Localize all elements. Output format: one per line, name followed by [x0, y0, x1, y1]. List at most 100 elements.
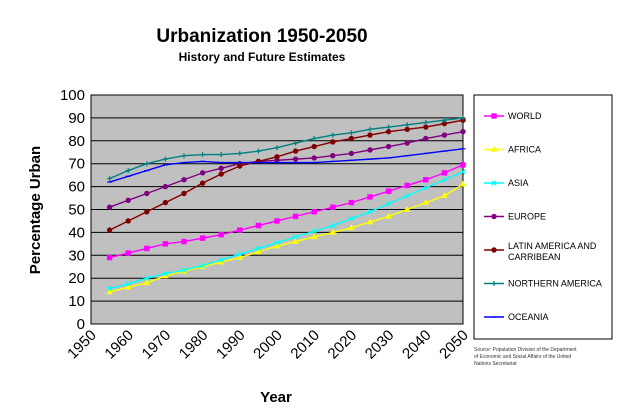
legend: WORLD AFRICA ASIA EUROPE LATIN AMERICA AND CA… — [484, 111, 602, 322]
series-line — [109, 130, 464, 208]
data-point — [366, 218, 374, 225]
data-point — [292, 156, 299, 162]
data-point — [181, 190, 187, 197]
data-point — [125, 168, 131, 174]
data-point — [311, 155, 317, 161]
series-line — [109, 148, 464, 183]
x-tick-label: 1960 — [101, 327, 137, 363]
data-point — [311, 209, 317, 215]
data-point — [125, 218, 131, 224]
data-point — [144, 209, 150, 215]
data-point — [441, 177, 448, 183]
data-point — [423, 119, 429, 125]
y-tick-label: 40 — [68, 224, 85, 241]
data-point — [491, 213, 497, 220]
data-point — [311, 228, 317, 234]
y-tick-label: 70 — [68, 156, 85, 173]
data-point — [237, 163, 243, 169]
data-point — [367, 147, 373, 153]
data-point — [125, 281, 131, 287]
x-tick-label: 1950 — [64, 327, 100, 363]
data-point — [106, 204, 113, 210]
x-axis-label: Year — [260, 389, 292, 406]
x-tick-label: 1970 — [139, 327, 175, 363]
x-tick-label: 2020 — [325, 327, 361, 363]
y-tick-label: 90 — [68, 110, 85, 127]
data-point — [330, 132, 336, 138]
x-tick-labels: 1950 1960 1970 1980 1990 2000 2010 2020 2030 2040… — [64, 327, 472, 363]
gridlines — [91, 117, 463, 302]
data-point — [491, 113, 497, 119]
legend-label: EUROPE — [508, 212, 546, 222]
data-point — [274, 218, 280, 224]
y-tick-label: 20 — [68, 270, 85, 287]
data-point — [441, 117, 447, 123]
series-world — [106, 162, 466, 261]
data-point — [367, 194, 373, 200]
data-point — [423, 177, 429, 183]
data-point — [124, 283, 132, 290]
source-note: Source: Population Division of the Depar… — [474, 347, 577, 367]
data-point — [459, 180, 467, 187]
data-point — [423, 135, 429, 142]
y-tick-label: 80 — [68, 133, 85, 150]
data-point — [199, 170, 206, 176]
data-point — [460, 115, 466, 121]
data-point — [367, 209, 373, 215]
data-point — [310, 233, 318, 240]
series-line — [109, 171, 464, 290]
data-point — [348, 135, 355, 142]
data-point — [255, 245, 262, 252]
data-point — [218, 231, 224, 238]
data-point — [423, 185, 429, 191]
data-point — [348, 216, 355, 222]
data-point — [162, 183, 169, 190]
series-africa — [106, 180, 467, 295]
data-point — [311, 143, 317, 150]
data-point — [385, 212, 392, 219]
data-point — [385, 143, 392, 150]
x-tick-label: 2010 — [287, 327, 323, 363]
data-point — [106, 227, 113, 233]
data-point — [237, 251, 243, 257]
data-point — [367, 132, 373, 138]
series-northern-america — [107, 115, 466, 182]
data-point — [125, 197, 131, 204]
data-point — [199, 262, 206, 269]
data-point — [199, 180, 206, 186]
data-point — [181, 267, 187, 273]
series-oceania — [107, 148, 466, 183]
data-point — [330, 204, 336, 210]
series-line — [109, 183, 464, 293]
series-layer — [106, 115, 467, 295]
data-point — [491, 247, 497, 253]
data-point — [125, 250, 131, 256]
legend-item-latin-america-and-carribean — [484, 247, 504, 253]
legend-label: ASIA — [508, 178, 529, 188]
data-point — [292, 237, 299, 244]
data-point — [274, 145, 280, 151]
data-point — [330, 152, 336, 159]
series-europe — [106, 128, 466, 210]
data-point — [143, 279, 151, 286]
series-asia — [106, 169, 466, 292]
data-point — [422, 198, 430, 205]
x-tick-label: 2040 — [399, 327, 435, 363]
data-point — [404, 122, 410, 128]
data-point — [292, 213, 299, 220]
data-point — [491, 281, 497, 286]
legend-label: LATIN AMERICA AND CARRIBEAN — [508, 241, 597, 262]
legend-label: AFRICA — [508, 145, 541, 155]
data-point — [293, 140, 299, 146]
x-tick-label: 1990 — [213, 327, 249, 363]
data-point — [162, 241, 169, 247]
x-tick-label: 1980 — [176, 327, 212, 363]
legend-item-world — [484, 113, 504, 119]
source-text: Source: Population Division of the Depar… — [474, 347, 577, 367]
data-point — [441, 192, 448, 199]
data-point — [423, 124, 429, 130]
data-point — [348, 199, 355, 206]
x-tick-label: 2000 — [250, 327, 286, 363]
x-tick-label: 2050 — [436, 327, 472, 363]
data-point — [273, 242, 281, 249]
